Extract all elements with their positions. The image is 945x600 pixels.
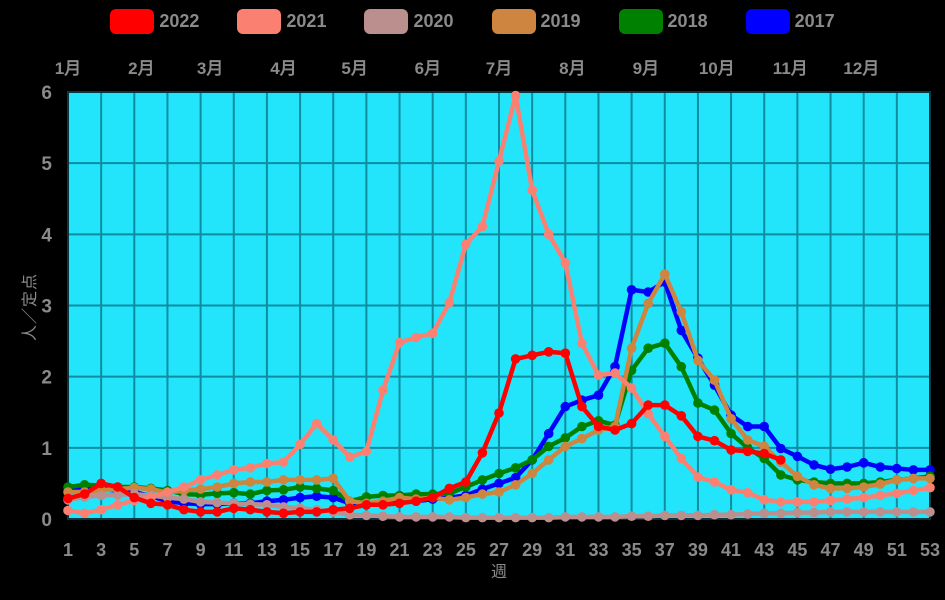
month-label-8: 8月 — [559, 59, 586, 78]
svg-text:15: 15 — [290, 540, 310, 560]
legend-item-2021: 2021 — [237, 9, 326, 34]
svg-text:19: 19 — [356, 540, 376, 560]
svg-text:1: 1 — [63, 540, 73, 560]
svg-text:43: 43 — [754, 540, 774, 560]
svg-text:31: 31 — [555, 540, 575, 560]
series-2022 — [63, 347, 786, 519]
svg-text:25: 25 — [456, 540, 476, 560]
svg-text:9: 9 — [196, 540, 206, 560]
series-2022-markers — [63, 347, 786, 519]
x-tick-labels: 1 3 5 7 9 11 13 15 17 19 21 23 25 27 29 31 33 35 37 39 41 43 4… — [63, 540, 940, 560]
svg-text:1: 1 — [41, 439, 52, 460]
legend-swatch-2018 — [618, 9, 663, 34]
month-label-6: 6月 — [414, 59, 442, 78]
svg-text:33: 33 — [588, 540, 608, 560]
svg-text:17: 17 — [323, 540, 343, 560]
svg-text:13: 13 — [257, 540, 277, 560]
month-label-12: 12月 — [843, 59, 880, 78]
svg-text:3: 3 — [96, 540, 106, 560]
month-label-1: 1月 — [54, 59, 82, 78]
svg-text:6: 6 — [41, 83, 52, 104]
svg-text:23: 23 — [423, 540, 443, 560]
svg-text:41: 41 — [721, 540, 741, 560]
legend-swatch-2021 — [237, 9, 282, 34]
svg-text:47: 47 — [821, 540, 841, 560]
legend-swatch-2020 — [364, 9, 409, 34]
month-axis: 1月 2月 3月 4月 5月 6月 7月 8月 9月 10月 11月 12月 — [0, 54, 945, 78]
month-label-3: 3月 — [196, 59, 224, 78]
svg-text:45: 45 — [787, 540, 807, 560]
legend-item-2019: 2019 — [491, 9, 581, 34]
svg-text:4: 4 — [41, 225, 52, 246]
svg-text:11: 11 — [224, 540, 243, 560]
svg-text:5: 5 — [41, 154, 52, 175]
month-label-9: 9月 — [632, 59, 660, 78]
legend-item-2018: 2018 — [618, 9, 708, 34]
legend-label: 2018 — [667, 11, 708, 31]
svg-text:0: 0 — [41, 510, 52, 531]
month-label-10: 10月 — [698, 59, 735, 78]
legend-swatch-2019 — [491, 9, 536, 34]
legend-item-2022: 2022 — [110, 9, 199, 34]
svg-text:49: 49 — [854, 540, 874, 560]
legend-label: 2021 — [286, 11, 327, 31]
svg-text:3: 3 — [41, 297, 52, 318]
legend-label: 2022 — [159, 11, 200, 31]
svg-text:5: 5 — [129, 540, 139, 560]
x-axis-title: 週 — [490, 564, 507, 581]
month-label-5: 5月 — [341, 59, 368, 78]
svg-text:51: 51 — [887, 540, 907, 560]
month-label-4: 4月 — [270, 59, 297, 78]
svg-text:27: 27 — [489, 540, 509, 560]
legend: 2022 2021 2020 2019 2018 2017 — [0, 9, 945, 34]
legend-label: 2020 — [413, 11, 454, 31]
y-axis-title: 人／定点 — [22, 273, 39, 342]
svg-text:53: 53 — [920, 540, 940, 560]
svg-text:39: 39 — [688, 540, 708, 560]
month-label-7: 7月 — [485, 59, 513, 78]
month-label-11: 11月 — [772, 59, 808, 78]
svg-text:35: 35 — [622, 540, 642, 560]
legend-item-2020: 2020 — [364, 9, 454, 34]
svg-text:29: 29 — [522, 540, 542, 560]
legend-swatch-2017 — [745, 9, 790, 34]
svg-text:7: 7 — [162, 540, 172, 560]
y-tick-labels: 0 1 2 3 4 5 6 — [41, 83, 52, 531]
svg-text:2: 2 — [41, 368, 52, 389]
legend-swatch-2022 — [110, 9, 155, 34]
month-label-2: 2月 — [128, 59, 155, 78]
svg-text:37: 37 — [655, 540, 675, 560]
series-2021 — [63, 90, 935, 519]
legend-item-2017: 2017 — [745, 9, 835, 34]
series-2021-markers — [63, 90, 935, 519]
legend-label: 2019 — [540, 11, 581, 31]
legend-label: 2017 — [794, 11, 835, 31]
svg-text:21: 21 — [390, 540, 410, 560]
